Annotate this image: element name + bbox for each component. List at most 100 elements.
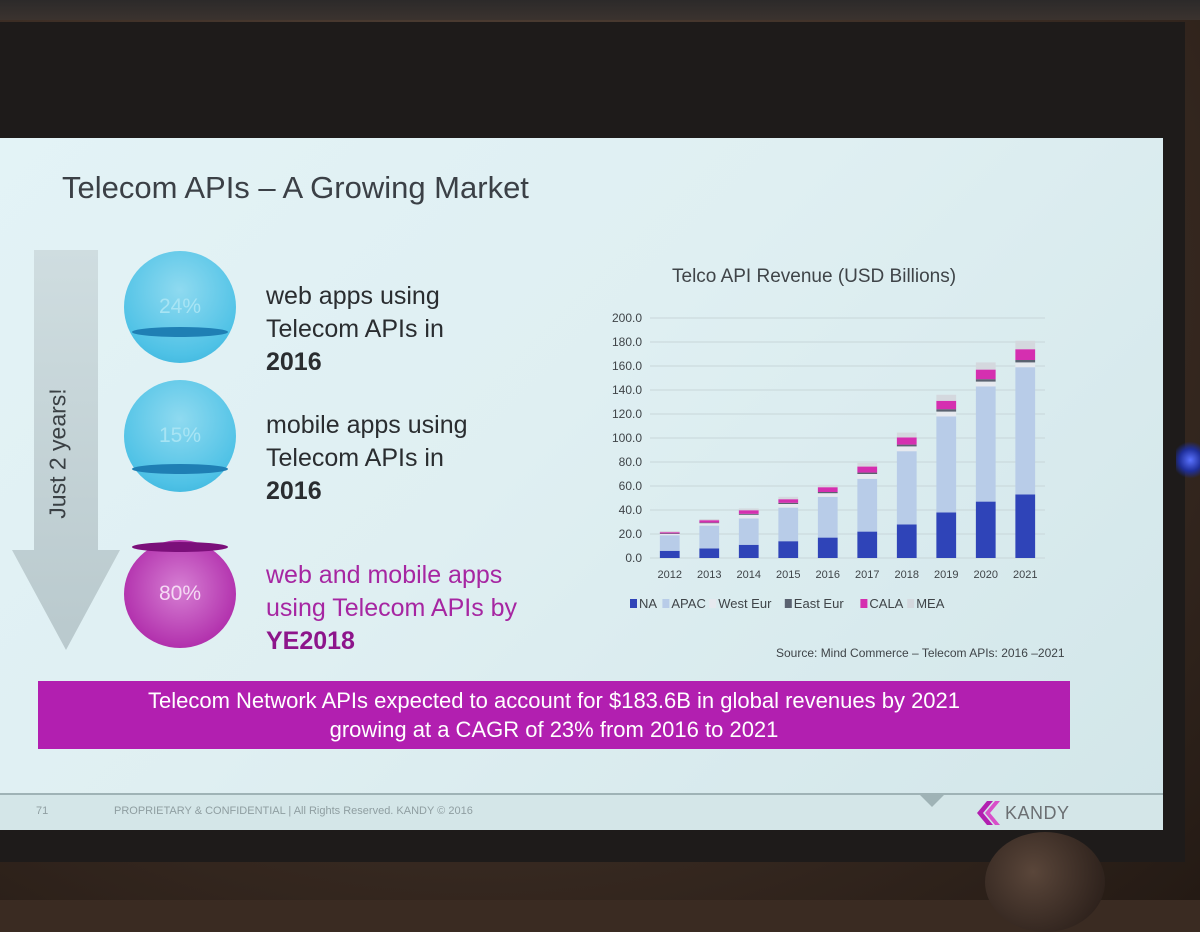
- arrow-label-text: Just 2 years!: [44, 387, 71, 519]
- stat-year: 2016: [266, 477, 322, 505]
- y-tick-label: 180.0: [612, 335, 642, 349]
- chart-title: Telco API Revenue (USD Billions): [672, 266, 957, 287]
- bar-segment-apac: [975, 386, 996, 502]
- y-tick-label: 0.0: [625, 551, 642, 565]
- x-tick-label: 2015: [776, 569, 800, 581]
- bar-segment-cala: [778, 499, 799, 503]
- bar-segment-west-eur: [778, 504, 799, 508]
- bar-segment-mea: [817, 484, 838, 488]
- legend-swatch: [860, 599, 868, 608]
- y-tick-label: 60.0: [619, 479, 643, 493]
- stat-line: Telecom APIs in: [266, 315, 444, 343]
- chart-source: Source: Mind Commerce – Telecom APIs: 20…: [776, 646, 1065, 660]
- y-tick-label: 200.0: [612, 311, 642, 325]
- x-tick-label: 2018: [895, 569, 919, 581]
- bar-segment-mea: [738, 508, 759, 511]
- slide-title: Telecom APIs – A Growing Market: [62, 170, 529, 205]
- bar-segment-west-eur: [896, 446, 917, 452]
- bar-segment-cala: [699, 520, 720, 523]
- x-tick-label: 2021: [1013, 569, 1037, 581]
- stat-line: mobile apps using: [266, 411, 468, 439]
- bar-segment-mea: [1015, 340, 1036, 350]
- bar-segment-west-eur: [857, 474, 878, 479]
- bar-segment-na: [659, 550, 680, 558]
- bubble-liquid: [132, 464, 228, 474]
- bar-segment-cala: [1015, 349, 1036, 360]
- presentation-slide: Telecom APIs – A Growing Market Just 2 y…: [0, 138, 1163, 830]
- legend-label: CALA: [869, 596, 903, 611]
- bar-segment-apac: [699, 525, 720, 549]
- x-tick-label: 2012: [658, 569, 682, 581]
- y-tick-label: 100.0: [612, 431, 642, 445]
- bar-segment-na: [699, 548, 720, 558]
- stat-text-web: web apps using Telecom APIs in 2016: [266, 280, 444, 379]
- bar-segment-apac: [936, 416, 957, 513]
- down-arrow-icon: [12, 250, 120, 650]
- bar-segment-apac: [738, 518, 759, 545]
- x-tick-label: 2016: [816, 569, 840, 581]
- bar-segment-cala: [817, 487, 838, 492]
- bar-segment-apac: [659, 535, 680, 551]
- logo-text: KANDY: [1005, 802, 1070, 823]
- bar-segment-west-eur: [699, 523, 720, 526]
- legend-swatch: [630, 599, 637, 608]
- stat-percent: 15%: [158, 424, 202, 447]
- bar-segment-mea: [975, 362, 996, 370]
- bar-segment-west-eur: [817, 493, 838, 497]
- bar-segment-cala: [738, 510, 759, 514]
- arrow-label: Just 2 years!: [38, 373, 78, 533]
- x-tick-label: 2013: [697, 569, 721, 581]
- bar-segment-na: [817, 537, 838, 558]
- bar-segment-apac: [1015, 367, 1036, 495]
- x-tick-label: 2017: [855, 569, 879, 581]
- bar-segment-east-eur: [778, 502, 799, 504]
- bar-segment-east-eur: [975, 379, 996, 382]
- bar-segment-east-eur: [699, 522, 720, 524]
- stat-year: YE2018: [266, 627, 355, 655]
- bar-segment-east-eur: [738, 513, 759, 515]
- legend-swatch: [907, 599, 915, 608]
- bar-segment-mea: [699, 519, 720, 521]
- legend-label: West Eur: [718, 596, 772, 611]
- stat-line: web apps using: [266, 282, 440, 310]
- bubble-rim: [132, 542, 228, 552]
- banner-line: growing at a CAGR of 23% from 2016 to 20…: [329, 717, 779, 742]
- bar-segment-east-eur: [936, 409, 957, 412]
- stat-year: 2016: [266, 348, 322, 376]
- bubble-liquid: [132, 327, 228, 337]
- legend-swatch: [709, 599, 717, 608]
- bar-segment-apac: [857, 478, 878, 532]
- bar-segment-cala: [975, 369, 996, 380]
- stat-text-web-mobile: web and mobile apps using Telecom APIs b…: [266, 559, 517, 658]
- stat-bubble-web-mobile: 80%: [124, 540, 236, 648]
- bar-segment-cala: [659, 532, 680, 534]
- bar-segment-east-eur: [817, 492, 838, 494]
- x-tick-label: 2014: [737, 569, 761, 581]
- stat-bubble-web: 24%: [124, 251, 236, 363]
- bar-segment-west-eur: [936, 411, 957, 417]
- audience-head: [985, 832, 1105, 932]
- bar-segment-na: [896, 524, 917, 558]
- bar-segment-na: [857, 531, 878, 558]
- legend-label: APAC: [671, 596, 705, 611]
- bar-segment-mea: [778, 496, 799, 500]
- bar-segment-west-eur: [975, 381, 996, 387]
- kandy-logo: KANDY: [975, 799, 1070, 827]
- bar-segment-na: [936, 512, 957, 558]
- bar-segment-cala: [857, 466, 878, 473]
- banner-line: Telecom Network APIs expected to account…: [147, 688, 961, 713]
- bar-segment-mea: [936, 394, 957, 401]
- bar-segment-mea: [659, 531, 680, 533]
- bar-segment-na: [1015, 494, 1036, 558]
- bar-segment-apac: [896, 451, 917, 525]
- stat-text-mobile: mobile apps using Telecom APIs in 2016: [266, 409, 468, 508]
- stat-line: web and mobile apps: [266, 561, 503, 589]
- bar-segment-cala: [896, 437, 917, 445]
- bar-segment-apac: [778, 507, 799, 542]
- bar-segment-east-eur: [659, 533, 680, 534]
- stat-bubble-mobile: 15%: [124, 380, 236, 492]
- x-tick-label: 2019: [934, 569, 958, 581]
- slide-footer: 71 PROPRIETARY & CONFIDENTIAL | All Righ…: [0, 793, 1163, 830]
- bar-segment-west-eur: [659, 534, 680, 536]
- y-tick-label: 140.0: [612, 383, 642, 397]
